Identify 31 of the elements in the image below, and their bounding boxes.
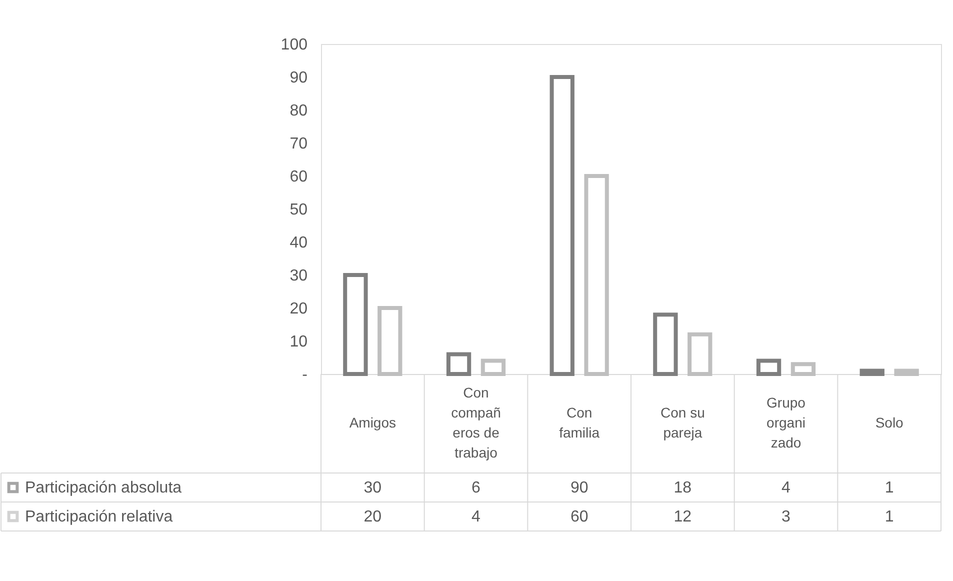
y-tick-label: 100 [280, 36, 308, 54]
data-label: 18 [674, 480, 692, 496]
y-tick-label: - [302, 366, 308, 384]
data-label: 4 [472, 508, 481, 526]
data-label: 1 [884, 508, 894, 526]
x-tick-label: Con su pareja [660, 404, 705, 440]
y-tick-label: 90 [290, 70, 308, 86]
x-tick-label: Solo [875, 414, 904, 430]
data-label: 4 [782, 480, 791, 496]
data-label: 60 [570, 508, 588, 526]
x-tick-label: Con compañeros de trabajo [451, 384, 501, 460]
data-label: 20 [364, 508, 382, 526]
data-label: 1 [884, 480, 894, 496]
x-tick-label: Grupo organizado [766, 394, 806, 450]
y-tick-label: 10 [290, 334, 308, 350]
y-tick-label: 30 [290, 268, 308, 284]
y-tick-label: 70 [290, 136, 308, 152]
y-tick-label: 40 [290, 234, 308, 252]
data-label: 30 [364, 480, 382, 496]
x-tick-label: Amigos [349, 414, 396, 430]
data-label: 12 [674, 508, 692, 526]
data-label: 90 [570, 480, 588, 496]
legend-label: Participación absoluta [25, 480, 182, 496]
y-tick-label: 20 [290, 300, 308, 318]
y-tick-label: 50 [290, 202, 308, 218]
data-label: 6 [472, 480, 481, 496]
y-tick-label: 80 [290, 102, 308, 120]
x-tick-label: Con familia [559, 404, 600, 440]
legend-label: Participación relativa [25, 508, 173, 526]
data-label: 3 [782, 508, 791, 526]
y-tick-label: 60 [290, 168, 308, 186]
